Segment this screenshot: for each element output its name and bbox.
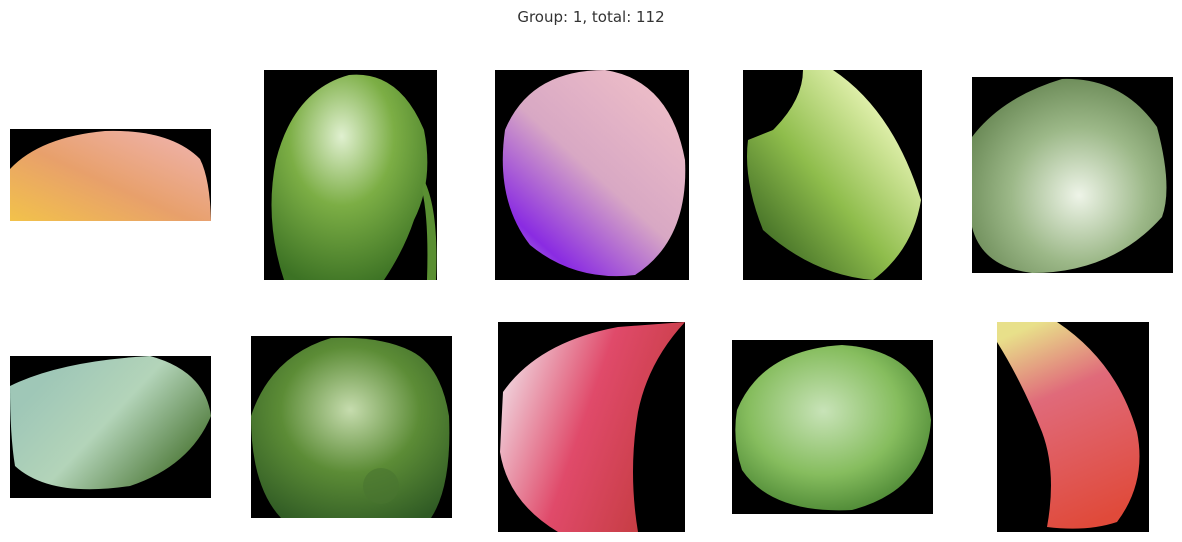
- fruit-crop-1: [10, 129, 211, 221]
- fruit-shape-5: [972, 78, 1167, 273]
- fruit-crop-2: [264, 70, 437, 280]
- figure-title: Group: 1, total: 112: [517, 8, 665, 26]
- fruit-shape-7: [251, 337, 450, 518]
- fruit-shape-4: [747, 70, 921, 280]
- fruit-shape-6: [10, 356, 211, 490]
- fruit-shape-3: [502, 70, 686, 277]
- fruit-crop-9: [732, 340, 933, 514]
- fruit-shape-9: [735, 345, 931, 511]
- fruit-crop-6: [10, 356, 211, 498]
- fruit-crop-10: [997, 322, 1149, 532]
- fruit-crop-4: [743, 70, 922, 280]
- fruit-shape-10: [997, 322, 1140, 529]
- fruit-crop-3: [495, 70, 689, 280]
- fruit-crop-5: [972, 77, 1173, 273]
- fruit-crop-7: [251, 336, 452, 518]
- fruit-shape-8: [500, 322, 685, 532]
- fruit-crop-8: [498, 322, 685, 532]
- fruit-shape-2: [271, 74, 437, 280]
- fruit-shape-1: [10, 129, 211, 221]
